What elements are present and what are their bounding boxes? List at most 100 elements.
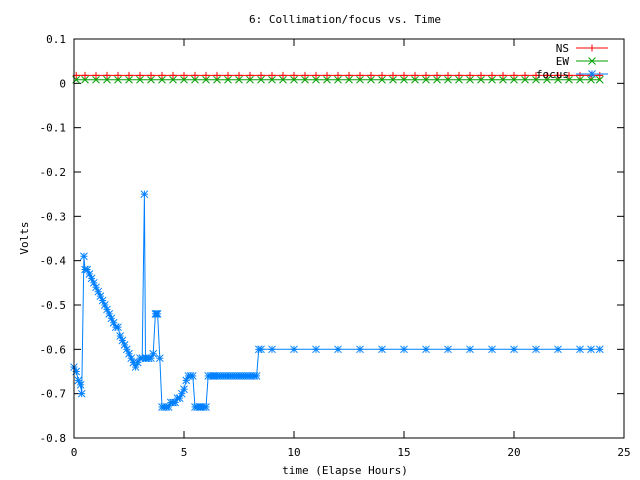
series-layer xyxy=(70,71,604,411)
data-point-NS xyxy=(554,71,562,79)
data-point-NS xyxy=(290,71,298,79)
data-point-NS xyxy=(400,71,408,79)
data-point-EW xyxy=(103,75,111,84)
data-point-focus xyxy=(378,345,386,354)
data-point-NS xyxy=(345,71,353,79)
data-point-EW xyxy=(532,75,540,84)
legend-marker-focus xyxy=(588,70,596,78)
y-tick-label: -0.7 xyxy=(40,388,67,401)
data-point-NS xyxy=(202,71,210,79)
data-point-focus xyxy=(202,403,210,411)
data-point-EW xyxy=(389,75,397,84)
y-tick-label: -0.2 xyxy=(40,166,67,179)
data-point-EW xyxy=(312,75,320,84)
y-tick-label: 0 xyxy=(59,77,66,90)
data-point-focus xyxy=(290,345,298,354)
data-point-focus xyxy=(252,372,261,380)
data-point-focus xyxy=(140,190,149,199)
legend-marker-NS xyxy=(588,44,596,52)
series-NS xyxy=(72,71,604,79)
data-point-EW xyxy=(466,75,474,84)
data-point-EW xyxy=(158,75,166,84)
data-point-EW xyxy=(595,75,604,84)
data-point-NS xyxy=(191,71,199,79)
data-point-NS xyxy=(565,71,573,79)
data-point-focus xyxy=(334,345,342,354)
data-point-focus xyxy=(77,389,86,398)
data-point-focus xyxy=(257,345,265,354)
data-point-EW xyxy=(488,75,496,84)
x-axis-label: time (Elapse Hours) xyxy=(282,464,408,477)
data-point-EW xyxy=(477,75,485,84)
data-point-NS xyxy=(334,71,342,79)
data-point-NS xyxy=(114,71,122,79)
y-tick-label: -0.1 xyxy=(40,122,67,135)
data-point-focus xyxy=(76,380,85,389)
data-point-focus xyxy=(554,345,562,354)
data-point-NS xyxy=(389,71,397,79)
data-point-NS xyxy=(477,71,485,79)
data-point-focus xyxy=(400,345,408,354)
data-point-EW xyxy=(191,75,199,84)
data-point-EW xyxy=(301,75,309,84)
data-point-EW xyxy=(257,75,265,84)
data-point-NS xyxy=(268,71,276,79)
data-point-EW xyxy=(433,75,441,84)
y-tick-label: -0.5 xyxy=(40,299,67,312)
data-point-NS xyxy=(356,71,364,79)
data-point-EW xyxy=(224,75,232,84)
data-point-NS xyxy=(532,71,540,79)
data-point-NS xyxy=(433,71,441,79)
data-point-NS xyxy=(81,71,89,79)
data-point-NS xyxy=(136,71,144,79)
data-point-EW xyxy=(92,75,100,84)
data-point-EW xyxy=(422,75,430,84)
data-point-NS xyxy=(378,71,386,79)
data-point-EW xyxy=(444,75,452,84)
x-tick-label: 20 xyxy=(507,446,520,459)
data-point-NS xyxy=(103,71,111,79)
data-point-EW xyxy=(499,75,507,84)
y-tick-label: -0.8 xyxy=(40,432,67,445)
data-point-EW xyxy=(114,75,122,84)
data-point-NS xyxy=(301,71,309,79)
data-point-NS xyxy=(466,71,474,79)
data-point-NS xyxy=(455,71,463,79)
data-point-focus xyxy=(444,345,452,354)
data-point-EW xyxy=(136,75,144,84)
data-point-NS xyxy=(235,71,243,79)
data-point-focus xyxy=(356,345,364,354)
data-point-NS xyxy=(92,71,100,79)
y-tick-label: 0.1 xyxy=(46,33,66,46)
data-point-NS xyxy=(180,71,188,79)
data-point-NS xyxy=(125,71,133,79)
data-point-EW xyxy=(510,75,518,84)
data-point-NS xyxy=(169,71,177,79)
data-point-EW xyxy=(554,75,562,84)
series-focus xyxy=(70,190,604,411)
data-point-focus xyxy=(595,345,604,354)
data-point-focus xyxy=(155,354,164,363)
x-tick-label: 25 xyxy=(617,446,630,459)
data-point-focus xyxy=(466,345,474,354)
data-point-EW xyxy=(169,75,177,84)
data-point-focus xyxy=(510,345,518,354)
data-point-NS xyxy=(411,71,419,79)
data-point-EW xyxy=(180,75,188,84)
series-EW xyxy=(72,75,604,84)
data-point-EW xyxy=(125,75,133,84)
data-point-focus xyxy=(80,252,88,261)
data-point-focus xyxy=(153,310,162,318)
data-point-NS xyxy=(510,71,518,79)
data-point-NS xyxy=(444,71,452,79)
legend-label-NS: NS xyxy=(556,42,569,55)
data-point-NS xyxy=(521,71,529,79)
data-point-NS xyxy=(596,71,604,79)
data-point-NS xyxy=(213,71,221,79)
data-point-EW xyxy=(334,75,342,84)
data-point-focus xyxy=(268,345,276,354)
plot-frame xyxy=(73,38,625,439)
data-point-EW xyxy=(345,75,353,84)
